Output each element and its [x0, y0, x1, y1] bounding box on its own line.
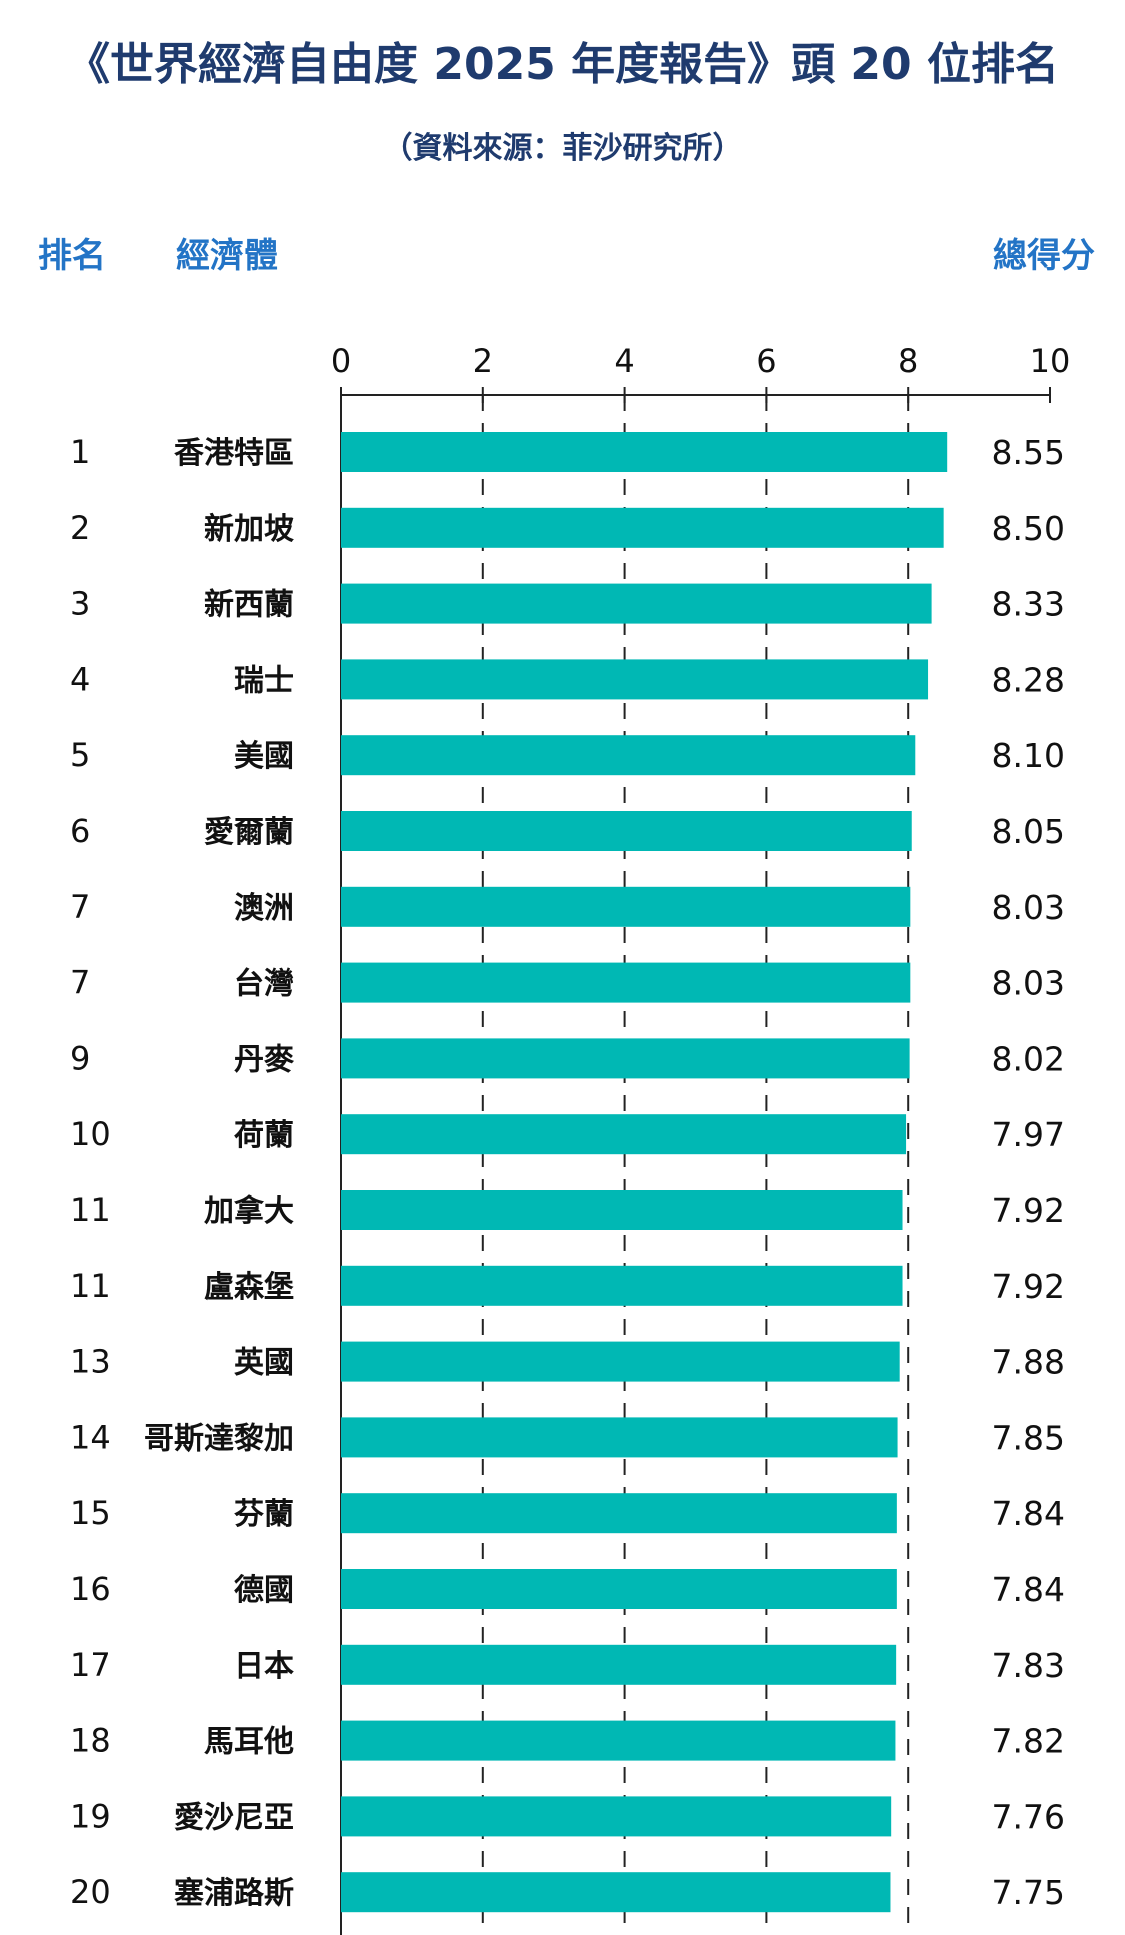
economy-label: 加拿大 — [204, 1194, 294, 1229]
bar — [341, 1569, 897, 1609]
value-label: 7.92 — [992, 1267, 1065, 1306]
bar — [341, 1190, 903, 1230]
economy-label: 新西蘭 — [204, 588, 294, 623]
rank-label: 16 — [70, 1570, 111, 1608]
value-label: 8.55 — [992, 433, 1065, 472]
value-label: 7.92 — [992, 1191, 1065, 1230]
value-label: 7.82 — [992, 1722, 1065, 1761]
economy-label: 德國 — [234, 1573, 294, 1608]
value-label: 8.10 — [992, 736, 1065, 775]
gridlines — [481, 395, 910, 1935]
bar — [341, 1493, 897, 1534]
value-label: 7.88 — [992, 1343, 1065, 1382]
value-label: 8.50 — [992, 509, 1065, 548]
column-header-score: 總得分 — [993, 236, 1095, 276]
bar — [341, 1038, 910, 1079]
economy-label: 荷蘭 — [234, 1118, 294, 1153]
economy-label: 丹麥 — [234, 1042, 295, 1077]
rank-label: 7 — [70, 888, 90, 926]
bar — [341, 1872, 891, 1913]
rank-label: 11 — [70, 1191, 111, 1229]
economy-label: 香港特區 — [174, 436, 294, 471]
economy-label: 芬蘭 — [234, 1497, 294, 1532]
rank-label: 14 — [70, 1418, 111, 1456]
x-tick-label: 0 — [331, 342, 351, 380]
economy-label: 英國 — [234, 1346, 294, 1381]
bar — [341, 432, 948, 472]
x-tick-label: 4 — [614, 342, 634, 380]
rank-label: 9 — [70, 1039, 90, 1077]
bar — [341, 1644, 897, 1685]
x-tick-label: 10 — [1030, 342, 1071, 380]
rank-label: 10 — [70, 1115, 111, 1153]
bar — [341, 962, 911, 1003]
value-label: 8.02 — [992, 1039, 1065, 1078]
rank-label: 15 — [70, 1494, 111, 1532]
economy-label: 塞浦路斯 — [174, 1876, 294, 1911]
column-header-rank: 排名 — [38, 236, 106, 276]
rank-label: 18 — [70, 1722, 111, 1760]
bar — [341, 811, 912, 851]
rank-label: 2 — [70, 509, 90, 547]
bar — [341, 507, 944, 548]
rank-label: 20 — [70, 1873, 111, 1911]
x-tick-label: 2 — [473, 342, 493, 380]
bar — [341, 1341, 900, 1382]
value-label: 7.75 — [992, 1873, 1065, 1912]
value-label: 8.33 — [992, 585, 1065, 624]
value-label: 8.28 — [992, 660, 1065, 699]
labels: 1 香港特區 8.55 2 新加坡 8.50 3 新西蘭 8.33 4 瑞士 8.28 5 美國 8.10 6… — [70, 433, 1065, 1912]
rank-label: 4 — [70, 660, 90, 698]
bar — [341, 886, 911, 927]
bar — [341, 1720, 896, 1761]
rank-label: 3 — [70, 585, 90, 623]
column-header-economy: 經濟體 — [176, 236, 278, 276]
rank-label: 6 — [70, 812, 90, 850]
economy-label: 馬耳他 — [204, 1725, 294, 1760]
economy-label: 台灣 — [234, 967, 294, 1002]
chart-subtitle: （資料來源：菲沙研究所） — [382, 131, 743, 166]
economy-label: 澳洲 — [234, 891, 294, 926]
value-label: 8.03 — [992, 964, 1065, 1003]
bar — [341, 1417, 898, 1458]
value-label: 7.76 — [992, 1797, 1065, 1836]
economy-label: 日本 — [234, 1649, 294, 1684]
rank-label: 11 — [70, 1267, 111, 1305]
value-label: 7.83 — [992, 1646, 1065, 1685]
value-label: 8.05 — [992, 812, 1065, 851]
economy-label: 新加坡 — [204, 512, 294, 547]
economy-label: 盧森堡 — [204, 1270, 294, 1305]
bar — [341, 735, 916, 776]
economy-label: 瑞士 — [234, 663, 294, 698]
x-tick-label: 6 — [756, 342, 776, 380]
bar — [341, 1265, 903, 1306]
x-tick-label: 8 — [898, 342, 918, 380]
rank-label: 1 — [70, 433, 90, 471]
rank-label: 5 — [70, 736, 90, 774]
economy-label: 愛沙尼亞 — [174, 1800, 294, 1835]
bar — [341, 1114, 907, 1155]
bar — [341, 583, 932, 624]
economy-label: 愛爾蘭 — [204, 815, 294, 850]
rank-label: 17 — [70, 1646, 111, 1684]
economy-label: 美國 — [234, 739, 294, 774]
bar — [341, 659, 929, 700]
value-label: 8.03 — [992, 888, 1065, 927]
rank-label: 7 — [70, 964, 90, 1002]
chart-title: 《世界經濟自由度 2025 年度報告》頭 20 位排名 — [66, 39, 1059, 90]
value-label: 7.85 — [992, 1418, 1065, 1457]
bars — [341, 432, 948, 1913]
value-label: 7.97 — [992, 1115, 1065, 1154]
rank-label: 19 — [70, 1797, 111, 1835]
value-label: 7.84 — [992, 1570, 1065, 1609]
rank-label: 13 — [70, 1343, 111, 1381]
economy-label: 哥斯達黎加 — [144, 1421, 294, 1456]
bar — [341, 1796, 892, 1837]
value-label: 7.84 — [992, 1494, 1065, 1533]
